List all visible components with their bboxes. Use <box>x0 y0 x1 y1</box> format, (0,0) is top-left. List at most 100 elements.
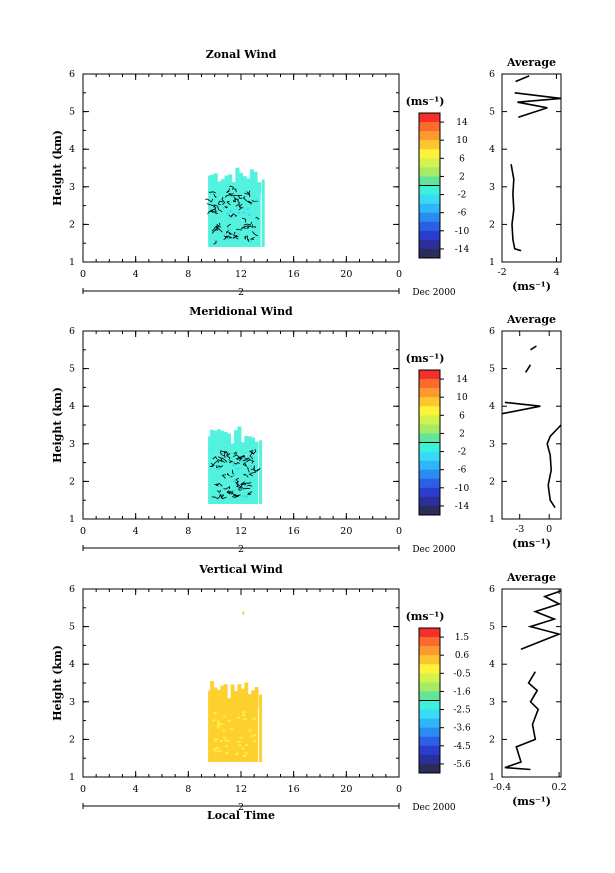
data-cell <box>257 182 262 194</box>
contour-line <box>227 223 232 228</box>
contour-line <box>225 229 230 234</box>
colorbar-swatch <box>419 487 440 498</box>
contour-line <box>224 206 228 209</box>
colorbar-swatch <box>419 637 440 647</box>
contour-line <box>243 473 249 478</box>
contour-line <box>223 452 226 454</box>
contour-line <box>240 481 245 486</box>
contour-line <box>234 198 239 203</box>
data-cell <box>261 179 265 247</box>
profile-y-tick-label: 6 <box>489 69 495 80</box>
contour-line <box>225 194 231 198</box>
x-tick-label: 20 <box>340 269 352 280</box>
data-cell <box>227 433 232 455</box>
contour-line <box>246 491 253 495</box>
profile-y-tick-label: 5 <box>489 622 495 633</box>
data-cell <box>215 747 219 750</box>
contour-line <box>211 207 217 213</box>
contour-line <box>206 203 217 209</box>
data-cell <box>251 437 256 455</box>
contour-line <box>228 231 233 235</box>
data-cell <box>218 749 222 752</box>
data-cell <box>226 739 230 742</box>
data-cell <box>220 685 225 709</box>
y-tick-label: 2 <box>69 476 75 487</box>
contour-line <box>228 214 232 218</box>
data-cell <box>225 237 229 240</box>
profile-x-label: (ms⁻¹) <box>512 795 551 808</box>
colorbar-swatch <box>419 131 440 141</box>
colorbar-swatch <box>419 122 440 132</box>
data-cell <box>217 181 222 194</box>
profile-x-tick-label: -3 <box>515 524 524 535</box>
x-tick-label: 0 <box>396 526 402 537</box>
colorbar-swatch <box>419 646 440 656</box>
data-cell <box>213 430 218 455</box>
data-cell <box>242 211 246 214</box>
profile-x-label: (ms⁻¹) <box>512 537 551 550</box>
profile-x-tick-label: 0 <box>546 524 552 535</box>
data-cell <box>230 684 235 709</box>
contour-line <box>244 457 251 463</box>
data-cell <box>242 754 246 757</box>
data-cell <box>239 172 244 194</box>
contour-line <box>227 472 230 477</box>
colorbar-tick-label: -5.6 <box>453 760 471 770</box>
contour-line <box>238 207 244 211</box>
data-cell <box>240 442 245 455</box>
colorbar-swatch <box>419 203 440 213</box>
y-tick-label: 1 <box>69 772 75 783</box>
data-cell <box>230 443 235 455</box>
profile-line <box>546 424 562 509</box>
colorbar-tick-label: -10 <box>455 227 470 237</box>
colorbar-swatch <box>419 388 440 398</box>
data-cell <box>231 489 235 492</box>
data-cell <box>241 747 245 750</box>
contour-line <box>209 462 215 467</box>
data-cell <box>237 744 241 747</box>
profile-line <box>514 92 562 118</box>
profile-title: Average <box>506 313 556 326</box>
data-cell <box>225 752 229 755</box>
contour-line <box>241 225 248 229</box>
profile-y-tick-label: 2 <box>489 734 495 745</box>
data-cell <box>244 435 249 455</box>
profile-line <box>524 364 532 373</box>
data-cell <box>232 474 236 477</box>
colorbar-tick-label: -6 <box>458 209 467 219</box>
colorbar-swatch <box>419 433 440 443</box>
contour-line <box>212 456 218 460</box>
data-cell <box>254 199 258 202</box>
data-cell <box>234 691 238 709</box>
contour-line <box>229 185 235 190</box>
data-cell <box>222 736 226 739</box>
y-tick-label: 3 <box>69 439 75 450</box>
contour-line <box>220 449 225 457</box>
data-cell <box>249 240 253 243</box>
x-tick-label: 20 <box>340 784 352 795</box>
data-cell <box>254 687 259 709</box>
contour-line <box>252 467 256 474</box>
contour-line <box>217 222 222 228</box>
data-cells <box>210 454 259 504</box>
contour-line <box>214 223 219 229</box>
x-tick-label: 20 <box>340 526 352 537</box>
profile-line <box>520 590 562 650</box>
x-tick-label: 8 <box>185 269 191 280</box>
contour-line <box>223 235 228 239</box>
data-cell <box>222 715 226 718</box>
contour-line <box>217 206 223 213</box>
colorbar-swatch <box>419 691 440 701</box>
x-tick-label: 0 <box>80 526 86 537</box>
colorbar-swatch <box>419 664 440 674</box>
data-cell <box>245 743 249 746</box>
data-cell <box>235 752 239 755</box>
data-cell <box>227 720 231 723</box>
data-cell <box>235 167 240 194</box>
colorbar-swatch <box>419 239 440 250</box>
colorbar-swatch <box>419 709 440 719</box>
y-tick-label: 6 <box>69 69 75 80</box>
contour-line <box>233 231 238 237</box>
colorbar-unit-label: (ms⁻¹) <box>406 95 445 108</box>
